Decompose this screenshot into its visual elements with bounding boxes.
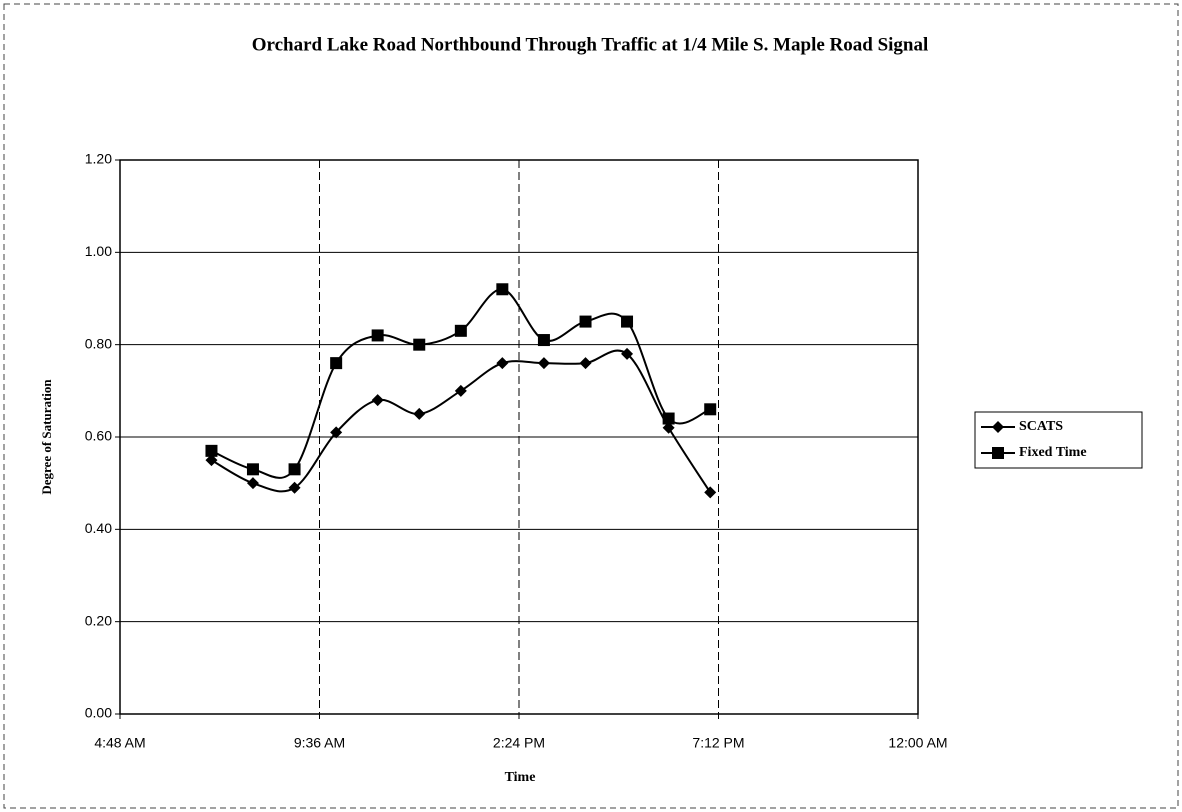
data-point	[246, 477, 259, 490]
data-point	[413, 338, 426, 351]
data-point	[288, 481, 301, 494]
x-tick-label: 9:36 AM	[294, 735, 345, 751]
data-point	[621, 347, 634, 360]
plot-area	[119, 159, 919, 715]
data-point	[371, 329, 384, 342]
data-point	[496, 357, 509, 370]
data-point	[246, 463, 259, 476]
data-point	[205, 454, 218, 467]
data-point	[704, 403, 717, 416]
data-point	[662, 412, 675, 425]
data-point	[454, 384, 467, 397]
data-point	[496, 283, 509, 296]
series-line	[211, 288, 711, 479]
data-point	[205, 444, 218, 457]
chart-frame	[3, 3, 1179, 809]
y-tick-label: 0.80	[85, 335, 112, 351]
data-point	[621, 315, 634, 328]
legend-box	[974, 411, 1143, 469]
y-tick-label: 1.20	[85, 151, 112, 167]
data-point	[537, 357, 550, 370]
data-point	[413, 407, 426, 420]
y-tick-label: 0.60	[85, 428, 112, 444]
legend-label: SCATS	[1019, 419, 1063, 434]
data-point	[454, 324, 467, 337]
y-tick-label: 1.00	[85, 243, 112, 259]
data-point	[288, 463, 301, 476]
legend-marker	[992, 447, 1004, 459]
y-axis-label: Degree of Saturation	[39, 379, 54, 495]
data-point	[579, 357, 592, 370]
chart-title: Orchard Lake Road Northbound Through Tra…	[252, 34, 929, 55]
y-tick-label: 0.20	[85, 612, 112, 628]
x-tick-label: 2:24 PM	[493, 735, 545, 751]
data-point	[579, 315, 592, 328]
x-tick-label: 4:48 AM	[94, 735, 145, 751]
x-axis-label: Time	[505, 770, 536, 785]
x-tick-label: 12:00 AM	[888, 735, 947, 751]
data-point	[537, 334, 550, 347]
x-tick-label: 7:12 PM	[692, 735, 744, 751]
y-tick-label: 0.00	[85, 705, 112, 721]
data-point	[330, 426, 343, 439]
data-point	[371, 394, 384, 407]
series-line	[210, 349, 712, 493]
y-tick-label: 0.40	[85, 520, 112, 536]
legend-marker	[992, 421, 1004, 433]
data-point	[330, 357, 343, 370]
data-point	[662, 421, 675, 434]
legend-label: Fixed Time	[1019, 445, 1087, 460]
data-point	[704, 486, 717, 499]
